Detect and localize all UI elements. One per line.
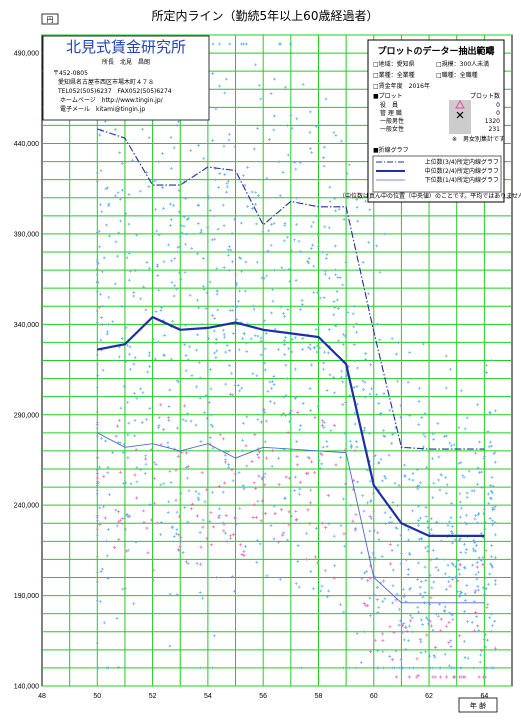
org-address: 愛知県名古屋市西区市場木町４７８: [58, 78, 154, 86]
legend-series-upper: 上位数(3/4)所定内線グラフ: [425, 158, 499, 166]
x-tick-label: 62: [425, 693, 433, 700]
y-tick-label: 140,000: [14, 684, 39, 691]
x-tick-label: 64: [480, 693, 488, 700]
legend-note: ※ 男女別集計です: [452, 135, 505, 143]
legend-row-male: 一般男性: [380, 117, 404, 125]
y-axis-label: 円: [47, 16, 54, 24]
legend-heading: プロットのデーター抽出範疇: [377, 45, 494, 57]
scatter-female-points: [95, 392, 497, 679]
legend-row-female: 一般女性: [380, 125, 404, 133]
legend-series-lower: 下位数(1/4)所定内線グラフ: [425, 176, 499, 184]
legend-row-executive: 役 員: [380, 101, 398, 109]
x-tick-label: 48: [38, 693, 46, 700]
scatter-points: [95, 42, 497, 679]
org-name: 北見式賃金研究所: [66, 38, 186, 56]
org-email: 電子メール kitami@tingin.jp: [60, 106, 145, 113]
axis-ticks: 48 50 52 54 56 58 60 62 64 140,000 190,000 240,000 2…: [14, 51, 489, 700]
yunit-box: [41, 13, 59, 25]
y-tick-label: 240,000: [14, 503, 39, 510]
legend-count-male: 1320: [485, 118, 500, 125]
legend-region: □地域：愛知県: [373, 60, 415, 68]
xunit-box: [458, 697, 498, 713]
y-tick-label: 440,000: [14, 141, 39, 148]
legend-scale: □規模：300人未満: [436, 60, 489, 68]
legend-count-label: プロット数: [470, 92, 500, 100]
legend-line-label: ■折線グラフ: [373, 146, 409, 154]
series-line-0: [97, 128, 485, 450]
legend-count-executive: 0: [496, 102, 500, 109]
chart-title: 所定内ライン（勤続5年以上60歳経過者）: [152, 8, 379, 23]
legend-footnote: （中位数は真ん中の位置（中央値）のことです。平均ではありません。）: [339, 192, 521, 200]
legend-count-manager: 0: [496, 110, 500, 117]
line-legend-box: [372, 155, 502, 193]
series-line-1: [97, 315, 485, 537]
y-tick-label: 490,000: [14, 51, 39, 58]
org-director: 所長 北見 昌朗: [102, 58, 150, 66]
cross-icon: [456, 111, 464, 119]
grid: [42, 34, 512, 687]
legend-industry: □業種：全業種: [373, 71, 415, 79]
series-lines: [97, 128, 485, 604]
x-tick-label: 58: [315, 693, 323, 700]
x-tick-label: 50: [93, 693, 101, 700]
legend-plot-label: ■プロット: [373, 93, 403, 100]
y-tick-label: 190,000: [14, 593, 39, 600]
x-tick-label: 52: [149, 693, 157, 700]
legend-year: □賃金年度 2016年: [373, 82, 430, 90]
triangle-icon: [455, 99, 465, 109]
x-tick-label: 60: [370, 693, 378, 700]
org-postal: 〒452-0805: [53, 70, 88, 77]
scatter-male-points: [95, 42, 497, 670]
legend-count-female: 231: [489, 126, 501, 133]
org-homepage: ホームページ http://www.tingin.jp/: [60, 97, 164, 104]
series-line-2: [97, 432, 485, 604]
y-tick-label: 390,000: [14, 231, 39, 238]
y-tick-label: 340,000: [14, 322, 39, 329]
legend-box: プロットのデーター抽出範疇 □地域：愛知県 □規模：300人未満 □業種：全業種…: [339, 39, 521, 203]
y-tick-label: 290,000: [14, 412, 39, 419]
legend-job: □職種：全職種: [436, 71, 478, 79]
x-axis-label: 年 齢: [470, 701, 486, 710]
org-tel: TEL052(505)6237 FAX052(505)6274: [57, 88, 172, 95]
legend-symbol-box: [449, 100, 471, 134]
legend-row-manager: 管 理 職: [380, 109, 402, 117]
org-box: 北見式賃金研究所 所長 北見 昌朗 〒452-0805 愛知県名古屋市西区市場木…: [42, 35, 210, 121]
x-tick-label: 54: [204, 693, 212, 700]
x-tick-label: 56: [259, 693, 267, 700]
legend-series-median: 中位数(2/4)所定内線グラフ: [425, 167, 499, 175]
